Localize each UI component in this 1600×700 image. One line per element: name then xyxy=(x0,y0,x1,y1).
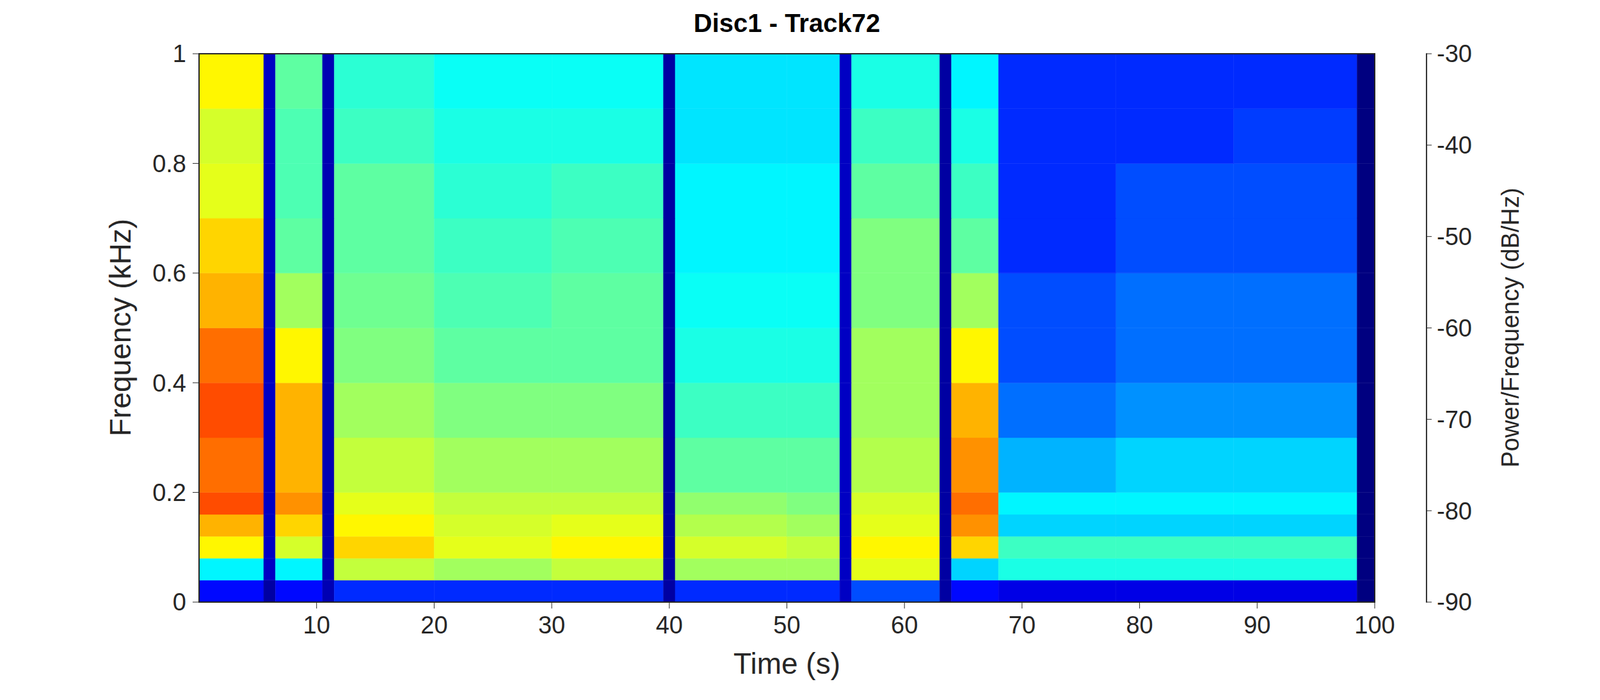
svg-text:90: 90 xyxy=(1243,611,1271,639)
svg-text:0: 0 xyxy=(172,588,187,616)
svg-text:70: 70 xyxy=(1008,611,1036,639)
svg-text:0.4: 0.4 xyxy=(152,369,187,397)
svg-text:-90: -90 xyxy=(1436,588,1472,616)
svg-text:80: 80 xyxy=(1125,611,1153,639)
svg-text:0.8: 0.8 xyxy=(152,150,187,178)
svg-text:100: 100 xyxy=(1354,611,1395,639)
svg-text:0.2: 0.2 xyxy=(152,479,187,507)
svg-text:30: 30 xyxy=(538,611,566,639)
svg-text:-70: -70 xyxy=(1436,406,1472,434)
svg-text:60: 60 xyxy=(890,611,918,639)
svg-text:0.6: 0.6 xyxy=(152,259,187,287)
html-text:Time (s): Time (s) xyxy=(733,647,841,681)
svg-text:1: 1 xyxy=(172,40,187,68)
svg-text:-80: -80 xyxy=(1436,497,1472,525)
svg-text:50: 50 xyxy=(773,611,800,639)
svg-text:20: 20 xyxy=(420,611,448,639)
svg-text:40: 40 xyxy=(656,611,683,639)
svg-text:-60: -60 xyxy=(1436,314,1472,342)
html-text:Disc1 - Track72: Disc1 - Track72 xyxy=(693,8,881,38)
html-text:Power/Frequency (dB/Hz): Power/Frequency (dB/Hz) xyxy=(1496,187,1524,468)
svg-text:10: 10 xyxy=(303,611,331,639)
svg-text:-50: -50 xyxy=(1436,223,1472,251)
svg-text:-30: -30 xyxy=(1436,40,1472,68)
html-text:Frequency (kHz): Frequency (kHz) xyxy=(103,218,137,437)
svg-text:-40: -40 xyxy=(1436,131,1472,159)
